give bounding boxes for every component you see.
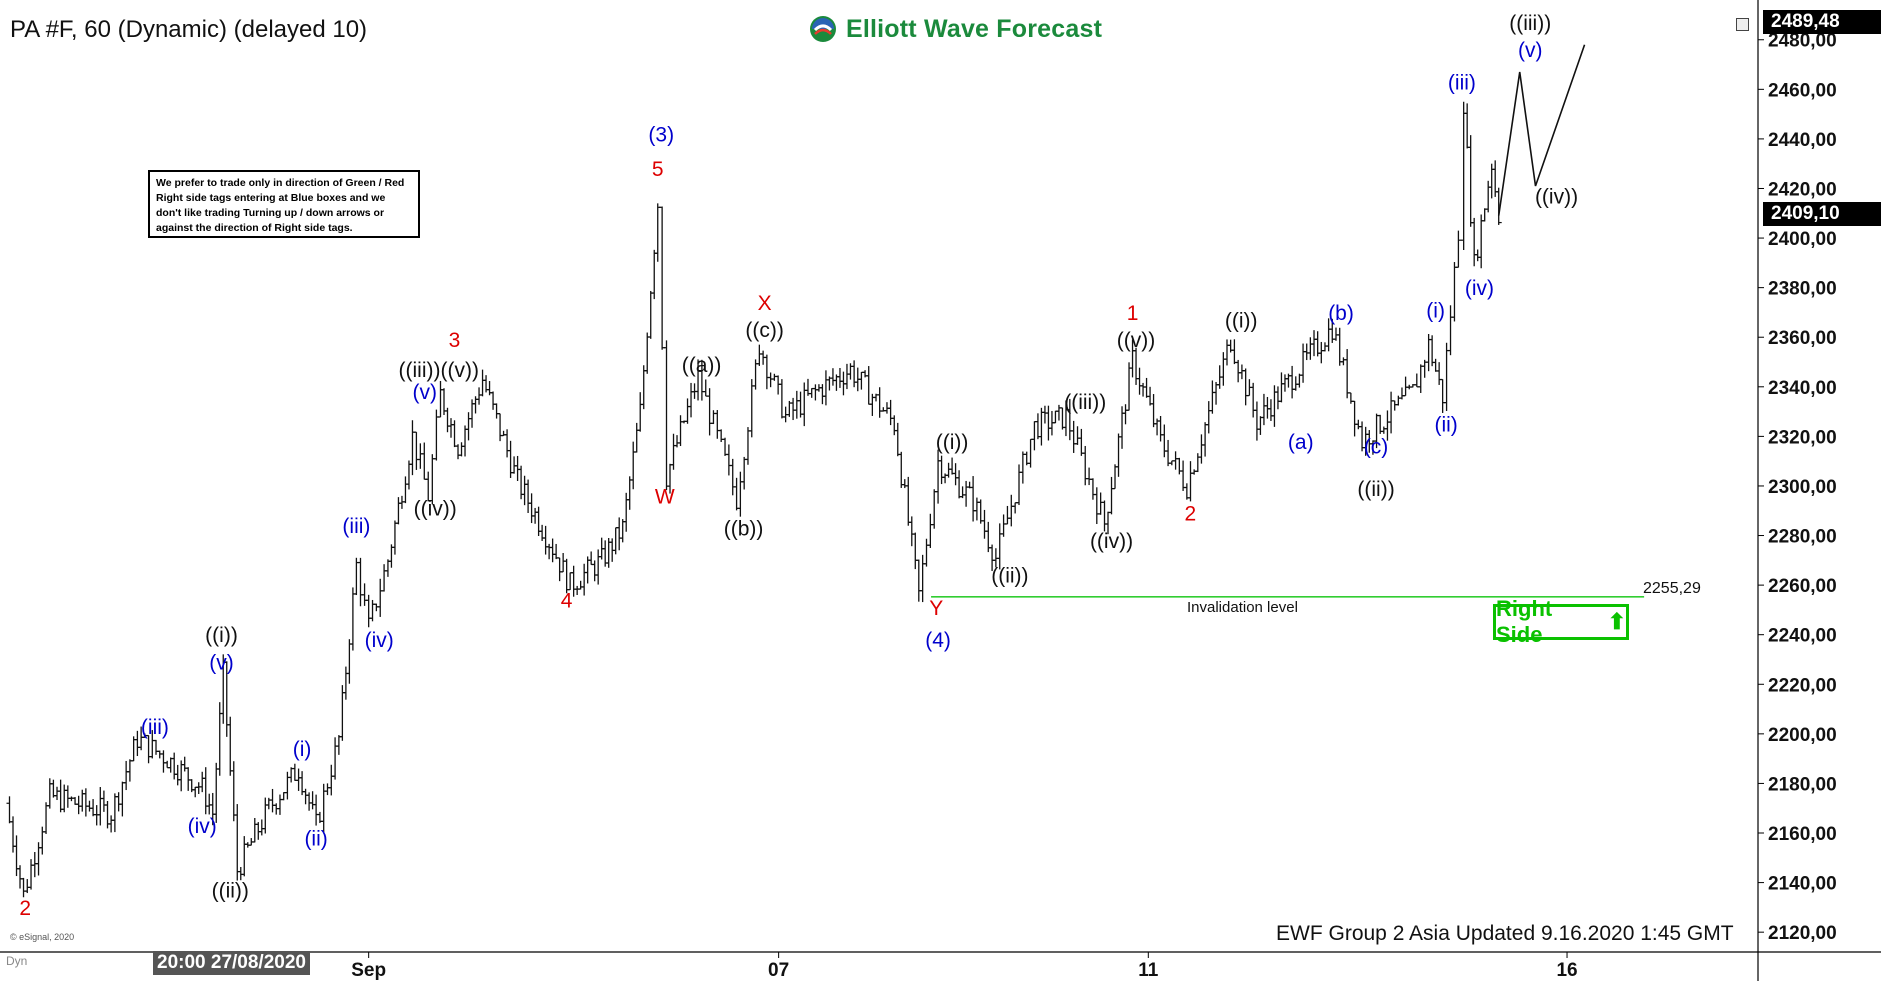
brand-logo: Elliott Wave Forecast [808,14,1102,44]
price-tick-label: 2140,00 [1768,874,1837,895]
wave-label: ((iv)) [1090,530,1133,553]
projection-path [1497,44,1586,216]
logo-icon [810,16,836,42]
wave-label: ((iii)) [1064,391,1106,414]
time-tick-label: Sep [351,960,386,981]
wave-label: ((i)) [205,624,238,647]
wave-label: (3) [648,123,674,146]
wave-label: (iv) [1465,277,1494,300]
price-tick-label: 2180,00 [1768,774,1837,795]
wave-label: (a) [1288,431,1314,454]
price-tick-label: 2200,00 [1768,725,1837,746]
price-tick-label: 2360,00 [1768,328,1837,349]
wave-label: 1 [1127,302,1139,325]
wave-label: (v) [1518,39,1543,62]
logo-text: Elliott Wave Forecast [846,14,1103,43]
maximize-icon[interactable] [1736,18,1749,31]
price-tick-label: 2160,00 [1768,824,1837,845]
wave-label: ((ii)) [1357,478,1394,501]
wave-label: ((v)) [1117,329,1155,352]
chart-title: PA #F, 60 (Dynamic) (delayed 10) [10,16,368,43]
wave-label: (ii) [304,827,327,850]
price-tick-label: 2120,00 [1768,923,1837,944]
right-side-label: Right Side [1496,596,1553,647]
price-tick-label: 2420,00 [1768,179,1837,200]
price-tick-label: 2220,00 [1768,675,1837,696]
wave-label: 5 [652,158,664,181]
price-tick-label: 2300,00 [1768,477,1837,498]
wave-label: ((ii)) [991,565,1028,588]
wave-label: 2 [1185,503,1197,526]
trading-note: We prefer to trade only in direction of … [148,170,420,238]
wave-label: Y [929,597,943,620]
wave-label: (4) [925,629,951,652]
price-tick-label: 2460,00 [1768,80,1837,101]
wave-label: (ii) [1434,413,1457,436]
wave-label: 4 [561,589,573,612]
cursor-date-box: 20:00 27/08/2020 [153,951,310,975]
wave-label: ((iv)) [1535,185,1578,208]
wave-label: (c) [1364,436,1389,459]
wave-label: W [655,485,675,508]
price-tick-label: 2240,00 [1768,626,1837,647]
time-tick-label: 11 [1138,960,1159,981]
wave-label: (iii) [342,515,370,538]
wave-label: ((iv)) [414,498,457,521]
wave-label: ((iii))((v)) [399,359,479,382]
wave-label: (i) [1426,299,1445,322]
price-tick-label: 2280,00 [1768,527,1837,548]
time-tick-label: 07 [768,960,789,981]
arrow-up-icon: ⬆ [1607,609,1626,634]
price-tick-label: 2340,00 [1768,378,1837,399]
price-tick-label: 2380,00 [1768,279,1837,300]
price-tick-label: 2440,00 [1768,130,1837,151]
wave-label: (i) [293,738,312,761]
price-tick-label: 2260,00 [1768,576,1837,597]
copyright-text: © eSignal, 2020 [10,932,75,942]
dynamic-indicator[interactable]: Dyn [6,954,28,968]
wave-label: (v) [412,381,437,404]
wave-label: ((i)) [936,431,969,454]
wave-label: (iii) [141,716,169,739]
wave-label: ((a)) [682,354,722,377]
wave-label: (iv) [365,629,394,652]
price-tick-label: 2400,00 [1768,229,1837,250]
time-tick-label: 16 [1556,960,1577,981]
wave-label: (b) [1328,302,1354,325]
wave-label: 2 [19,897,31,920]
wave-label: (iv) [188,815,217,838]
wave-label: (iii) [1448,71,1476,94]
wave-label: ((iii)) [1509,12,1551,35]
wave-label: ((c)) [745,319,783,342]
wave-label: ((b)) [724,518,764,541]
price-tick-label: 2320,00 [1768,427,1837,448]
invalidation-value: 2255,29 [1643,580,1701,597]
wave-label: (v) [209,651,234,674]
update-footer: EWF Group 2 Asia Updated 9.16.2020 1:45 … [1276,922,1734,945]
current-price-box: 2409,10 [1763,202,1881,226]
wave-label: ((i)) [1225,309,1258,332]
wave-label: 3 [449,329,461,352]
top-price-box: 2489,48 [1763,10,1881,34]
price-tick-label: 2480,00 [1768,31,1837,52]
wave-label: ((ii)) [212,879,249,902]
wave-label: X [758,292,772,315]
right-side-badge: Right Side ⬆ [1493,596,1629,647]
invalidation-label: Invalidation level [1187,599,1298,616]
